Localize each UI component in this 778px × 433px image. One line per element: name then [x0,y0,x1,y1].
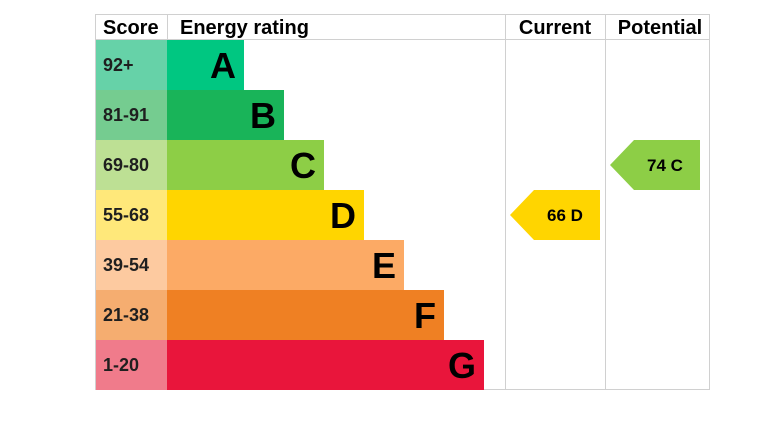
potential-rating-arrow-label: 74 C [647,156,683,175]
potential-header: Potential [618,17,702,39]
band-bar-b [167,90,284,140]
score-cell-c [96,140,167,190]
band-bar-e [167,240,404,290]
score-cell-d [96,190,167,240]
score-label-e: 39-54 [103,255,149,275]
current-rating-arrow-label: 66 D [547,206,583,225]
band-letter-g: G [448,345,476,386]
score-cell-f [96,290,167,340]
score-label-d: 55-68 [103,205,149,225]
band-letter-f: F [414,295,436,336]
score-label-c: 69-80 [103,155,149,175]
band-letter-b: B [250,95,276,136]
score-header: Score [103,17,159,39]
score-cell-a [96,40,167,90]
energy-rating-header: Energy rating [180,17,309,39]
band-letter-c: C [290,145,316,186]
score-cell-b [96,90,167,140]
rating-arrows: 66 D 74 C [510,140,700,240]
score-label-g: 1-20 [103,355,139,375]
score-label-b: 81-91 [103,105,149,125]
band-bar-g [167,340,484,390]
score-cell-e [96,240,167,290]
score-label-f: 21-38 [103,305,149,325]
band-bar-c [167,140,324,190]
band-bar-a [167,40,244,90]
score-cell-g [96,340,167,390]
potential-rating-arrow [610,140,700,190]
band-letter-a: A [210,45,236,86]
band-letter-e: E [372,245,396,286]
band-letter-d: D [330,195,356,236]
band-bar-d [167,190,364,240]
score-label-a: 92+ [103,55,134,75]
current-rating-arrow [510,190,600,240]
rating-bands: 92+ A 81-91 B 69-80 C 55-68 D 39-54 E 21-38 F 1-20 G [96,40,484,390]
band-bar-f [167,290,444,340]
current-header: Current [519,17,592,39]
